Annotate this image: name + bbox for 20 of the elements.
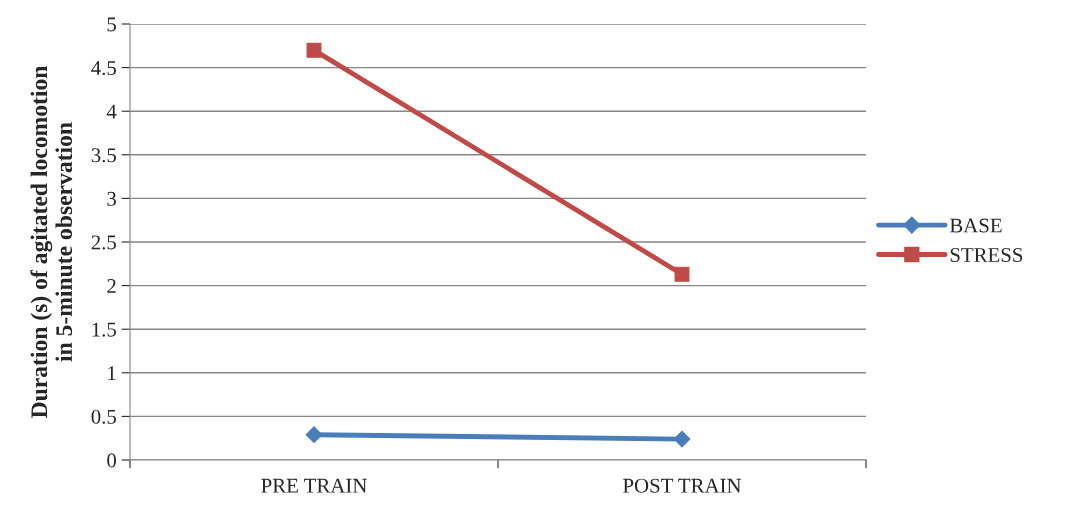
y-tick-label: 0.5 bbox=[91, 409, 116, 424]
y-tick-label: 1.5 bbox=[92, 322, 116, 337]
point bbox=[673, 430, 691, 448]
legend-label: STRESS bbox=[950, 248, 1023, 262]
point bbox=[306, 42, 322, 58]
y-axis-title: Duration (s) of agitated locomotion in 5-minute observation bbox=[30, 65, 73, 418]
y-tick-label: 3 bbox=[107, 191, 116, 206]
y-tick-label: 3.5 bbox=[91, 148, 116, 163]
legend-label: BASE bbox=[949, 218, 1002, 233]
y-tick-label: 4.5 bbox=[91, 61, 116, 76]
y-tick-label: 2.5 bbox=[91, 235, 116, 250]
x-tick-label: PRE TRAIN bbox=[261, 478, 367, 493]
point bbox=[305, 426, 323, 444]
y-tick-label: 0 bbox=[107, 453, 117, 468]
y-tick-label: 4 bbox=[106, 104, 117, 119]
y-tick-label: 5 bbox=[107, 17, 116, 32]
y-tick-label: 2 bbox=[107, 279, 116, 293]
point bbox=[674, 266, 690, 282]
x-tick-label: POST TRAIN bbox=[623, 478, 742, 493]
y-tick-label: 1 bbox=[108, 366, 116, 381]
